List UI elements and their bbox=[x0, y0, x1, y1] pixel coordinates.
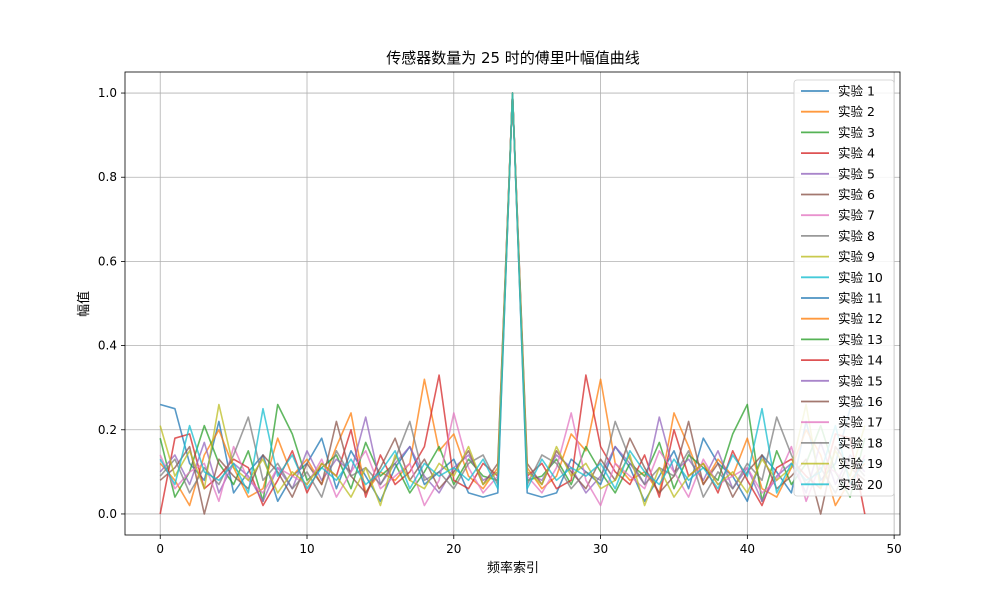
legend-entry: 实验 9 bbox=[838, 249, 875, 264]
x-axis-label: 频率索引 bbox=[487, 560, 539, 576]
series-line-9 bbox=[159, 92, 866, 507]
legend-entry: 实验 10 bbox=[838, 270, 883, 285]
legend-frame bbox=[793, 79, 895, 497]
y-tick-label: 0.4 bbox=[98, 339, 117, 353]
y-tick-label: 0.0 bbox=[98, 507, 117, 521]
series-line-4 bbox=[159, 92, 866, 515]
legend-entry: 实验 6 bbox=[838, 187, 875, 202]
legend-entry: 实验 7 bbox=[838, 208, 875, 223]
x-tick-label: 10 bbox=[299, 542, 314, 556]
legend-entry: 实验 13 bbox=[838, 332, 883, 347]
x-tick-label: 20 bbox=[446, 542, 461, 556]
series-line-10 bbox=[159, 92, 866, 494]
y-tick-label: 0.8 bbox=[98, 170, 117, 184]
y-tick-label: 1.0 bbox=[98, 86, 117, 100]
y-axis-label: 幅值 bbox=[76, 291, 92, 317]
legend-entry: 实验 4 bbox=[838, 146, 875, 161]
series-line-7 bbox=[159, 92, 866, 507]
plot-frame bbox=[124, 71, 901, 536]
series-line-6 bbox=[159, 92, 866, 515]
legend-entry: 实验 12 bbox=[838, 311, 883, 326]
y-tick-label: 0.2 bbox=[98, 423, 117, 437]
legend: 实验 1 实验 2 实验 3 实验 4 实验 5 实验 6 实验 7 实验 8 实验 9 实验 1… bbox=[793, 79, 895, 497]
legend-entry: 实验 1 bbox=[838, 84, 875, 99]
series-line-5 bbox=[159, 92, 866, 503]
series-line-8 bbox=[159, 92, 866, 498]
series-lines bbox=[159, 92, 866, 515]
legend-entry: 实验 8 bbox=[838, 228, 875, 243]
series-line-3 bbox=[159, 92, 866, 503]
legend-entry: 实验 14 bbox=[838, 353, 883, 368]
y-ticks: 0.0 0.2 0.4 0.6 0.8 1.0 bbox=[98, 86, 125, 521]
y-tick-label: 0.6 bbox=[98, 254, 117, 268]
legend-entry: 实验 20 bbox=[838, 477, 883, 492]
legend-entry: 实验 17 bbox=[838, 415, 883, 430]
series-line-2 bbox=[159, 92, 866, 507]
legend-entry: 实验 19 bbox=[838, 456, 883, 471]
x-tick-label: 50 bbox=[886, 542, 901, 556]
legend-entry: 实验 3 bbox=[838, 125, 875, 140]
chart-title: 传感器数量为 25 时的傅里叶幅值曲线 bbox=[386, 49, 640, 67]
legend-entry: 实验 5 bbox=[838, 166, 875, 181]
legend-entry: 实验 2 bbox=[838, 104, 875, 119]
legend-entry: 实验 15 bbox=[838, 373, 883, 388]
x-tick-label: 30 bbox=[593, 542, 608, 556]
x-tick-label: 40 bbox=[740, 542, 755, 556]
legend-entry: 实验 11 bbox=[838, 291, 883, 306]
series-line-1 bbox=[159, 92, 866, 503]
legend-entry: 实验 16 bbox=[838, 394, 883, 409]
legend-entry: 实验 18 bbox=[838, 435, 883, 450]
x-ticks: 0 10 20 30 40 50 bbox=[156, 535, 902, 556]
x-tick-label: 0 bbox=[156, 542, 164, 556]
